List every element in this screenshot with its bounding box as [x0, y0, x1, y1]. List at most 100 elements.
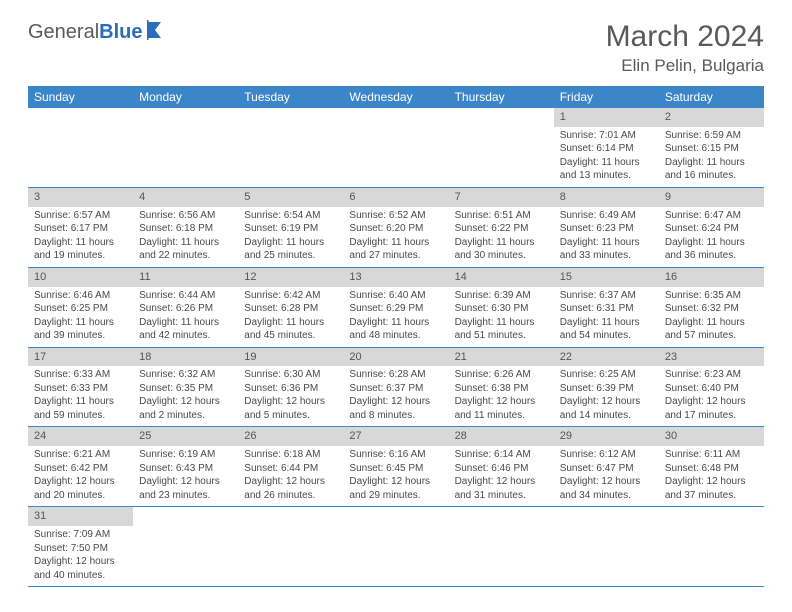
day-detail-line: Sunrise: 6:39 AM: [455, 289, 548, 303]
day-detail-line: Daylight: 11 hours: [560, 156, 653, 170]
logo-text: GeneralBlue: [28, 21, 143, 44]
day-detail-line: and 57 minutes.: [665, 329, 758, 343]
day-detail-line: Daylight: 11 hours: [139, 316, 232, 330]
day-detail-cell: Sunrise: 6:40 AMSunset: 6:29 PMDaylight:…: [343, 287, 448, 348]
day-detail-cell: [28, 127, 133, 188]
day-number-cell: 14: [449, 267, 554, 286]
day-detail-cell: Sunrise: 6:47 AMSunset: 6:24 PMDaylight:…: [659, 207, 764, 268]
day-detail-line: and 34 minutes.: [560, 489, 653, 503]
day-detail-line: Sunrise: 6:32 AM: [139, 368, 232, 382]
day-detail-line: Sunrise: 6:54 AM: [244, 209, 337, 223]
day-detail-cell: [449, 127, 554, 188]
day-detail-line: Daylight: 11 hours: [244, 236, 337, 250]
detail-row: Sunrise: 6:46 AMSunset: 6:25 PMDaylight:…: [28, 287, 764, 348]
day-detail-line: Sunset: 6:43 PM: [139, 462, 232, 476]
day-detail-line: Sunrise: 6:16 AM: [349, 448, 442, 462]
day-detail-cell: Sunrise: 6:28 AMSunset: 6:37 PMDaylight:…: [343, 366, 448, 427]
day-detail-cell: Sunrise: 6:56 AMSunset: 6:18 PMDaylight:…: [133, 207, 238, 268]
calendar-table: SundayMondayTuesdayWednesdayThursdayFrid…: [28, 86, 764, 587]
logo: GeneralBlue: [28, 20, 173, 45]
day-detail-line: Sunset: 6:23 PM: [560, 222, 653, 236]
day-detail-cell: Sunrise: 7:09 AMSunset: 7:50 PMDaylight:…: [28, 526, 133, 587]
day-number-cell: 10: [28, 267, 133, 286]
day-detail-line: and 45 minutes.: [244, 329, 337, 343]
weekday-header: Friday: [554, 86, 659, 108]
day-detail-line: and 22 minutes.: [139, 249, 232, 263]
day-number-cell: 28: [449, 427, 554, 446]
day-detail-line: and 30 minutes.: [455, 249, 548, 263]
day-number-cell: [659, 507, 764, 526]
day-detail-cell: Sunrise: 6:39 AMSunset: 6:30 PMDaylight:…: [449, 287, 554, 348]
day-detail-line: Sunset: 6:15 PM: [665, 142, 758, 156]
day-detail-line: and 14 minutes.: [560, 409, 653, 423]
day-detail-line: Sunrise: 6:51 AM: [455, 209, 548, 223]
day-detail-line: and 36 minutes.: [665, 249, 758, 263]
day-number-cell: 23: [659, 347, 764, 366]
day-detail-cell: [133, 526, 238, 587]
day-number-cell: 12: [238, 267, 343, 286]
day-number-cell: 30: [659, 427, 764, 446]
daynum-row: 31: [28, 507, 764, 526]
day-number-cell: 1: [554, 108, 659, 127]
day-detail-line: Sunset: 6:39 PM: [560, 382, 653, 396]
day-detail-cell: [659, 526, 764, 587]
day-number-cell: [238, 507, 343, 526]
day-detail-cell: Sunrise: 6:19 AMSunset: 6:43 PMDaylight:…: [133, 446, 238, 507]
day-detail-line: Daylight: 11 hours: [665, 316, 758, 330]
day-detail-line: Sunset: 6:42 PM: [34, 462, 127, 476]
day-detail-cell: Sunrise: 6:21 AMSunset: 6:42 PMDaylight:…: [28, 446, 133, 507]
day-detail-line: Daylight: 12 hours: [244, 475, 337, 489]
day-detail-line: Sunset: 6:47 PM: [560, 462, 653, 476]
day-detail-line: Daylight: 11 hours: [34, 316, 127, 330]
day-detail-line: Sunset: 6:14 PM: [560, 142, 653, 156]
day-detail-line: Daylight: 11 hours: [665, 156, 758, 170]
day-detail-line: Sunrise: 6:52 AM: [349, 209, 442, 223]
day-detail-line: Sunrise: 6:40 AM: [349, 289, 442, 303]
month-title: March 2024: [606, 20, 764, 54]
weekday-header: Tuesday: [238, 86, 343, 108]
day-detail-line: and 31 minutes.: [455, 489, 548, 503]
day-detail-line: Daylight: 12 hours: [455, 395, 548, 409]
day-detail-cell: [238, 526, 343, 587]
day-detail-line: Sunrise: 6:18 AM: [244, 448, 337, 462]
weekday-header: Wednesday: [343, 86, 448, 108]
day-number-cell: [133, 108, 238, 127]
day-number-cell: 4: [133, 187, 238, 206]
day-detail-line: Sunrise: 6:33 AM: [34, 368, 127, 382]
day-number-cell: 6: [343, 187, 448, 206]
day-detail-line: Daylight: 11 hours: [455, 316, 548, 330]
location: Elin Pelin, Bulgaria: [606, 56, 764, 76]
day-detail-line: Sunset: 7:50 PM: [34, 542, 127, 556]
day-detail-line: Daylight: 11 hours: [560, 236, 653, 250]
day-detail-line: Sunrise: 6:26 AM: [455, 368, 548, 382]
day-number-cell: 31: [28, 507, 133, 526]
day-detail-cell: [133, 127, 238, 188]
day-detail-cell: Sunrise: 6:59 AMSunset: 6:15 PMDaylight:…: [659, 127, 764, 188]
day-number-cell: 22: [554, 347, 659, 366]
day-number-cell: 18: [133, 347, 238, 366]
day-detail-line: Sunrise: 6:37 AM: [560, 289, 653, 303]
detail-row: Sunrise: 6:21 AMSunset: 6:42 PMDaylight:…: [28, 446, 764, 507]
day-detail-line: and 51 minutes.: [455, 329, 548, 343]
day-detail-line: Sunrise: 6:30 AM: [244, 368, 337, 382]
day-detail-line: Sunrise: 6:56 AM: [139, 209, 232, 223]
day-number-cell: 25: [133, 427, 238, 446]
weekday-header-row: SundayMondayTuesdayWednesdayThursdayFrid…: [28, 86, 764, 108]
day-detail-line: Daylight: 12 hours: [349, 475, 442, 489]
day-detail-line: Sunset: 6:24 PM: [665, 222, 758, 236]
day-detail-line: Sunrise: 6:44 AM: [139, 289, 232, 303]
day-detail-line: and 39 minutes.: [34, 329, 127, 343]
day-detail-line: and 33 minutes.: [560, 249, 653, 263]
day-detail-line: Sunset: 6:29 PM: [349, 302, 442, 316]
day-detail-line: Sunset: 6:17 PM: [34, 222, 127, 236]
day-detail-line: Daylight: 12 hours: [665, 475, 758, 489]
day-detail-line: Sunrise: 6:28 AM: [349, 368, 442, 382]
day-detail-line: Daylight: 12 hours: [34, 475, 127, 489]
day-detail-line: Sunset: 6:25 PM: [34, 302, 127, 316]
day-detail-line: and 13 minutes.: [560, 169, 653, 183]
day-detail-line: Sunrise: 6:12 AM: [560, 448, 653, 462]
logo-word1: General: [28, 21, 99, 43]
day-detail-cell: Sunrise: 6:26 AMSunset: 6:38 PMDaylight:…: [449, 366, 554, 427]
day-number-cell: 19: [238, 347, 343, 366]
day-detail-line: and 20 minutes.: [34, 489, 127, 503]
